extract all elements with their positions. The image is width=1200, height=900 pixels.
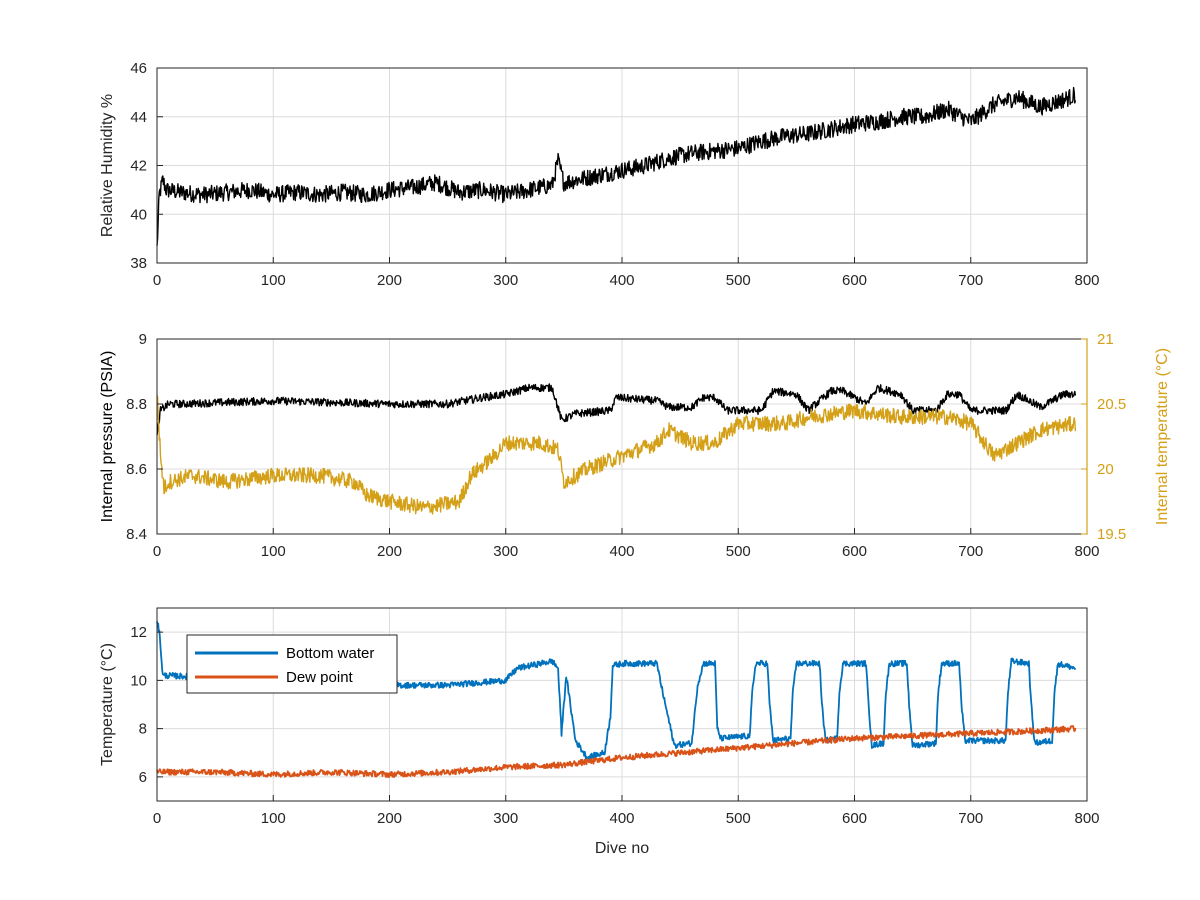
series-line-pressure	[156, 383, 1077, 436]
legend-box	[186, 634, 398, 694]
y-tick-label: 38	[130, 255, 147, 272]
y-tick-label: 42	[130, 158, 147, 175]
x-tick-labels: 0 100 200 300 400 500 600 700 800	[153, 795, 1100, 827]
x-tick-label: 200	[377, 810, 402, 827]
y2-tick-label: 20	[1097, 461, 1114, 478]
x-tick-label: 700	[958, 810, 983, 827]
y2-tick-label: 21	[1097, 331, 1114, 348]
x-tick-label: 200	[377, 543, 402, 560]
y2-tick-labels: 19.5 20 20.5 21	[1081, 331, 1126, 543]
y-axis-label: Temperature (°C)	[99, 643, 116, 766]
x-tick-label: 0	[153, 272, 161, 289]
x-tick-label: 300	[493, 810, 518, 827]
y-tick-labels: 6 8 10 12	[130, 624, 163, 786]
y-tick-label: 44	[130, 109, 147, 126]
x-tick-label: 800	[1074, 810, 1099, 827]
y-tick-label: 46	[130, 60, 147, 77]
y-tick-label: 10	[130, 672, 147, 689]
y-tick-label: 8.8	[126, 396, 147, 413]
legend-label-dew-point: Dew point	[286, 669, 354, 686]
y2-tick-label: 20.5	[1097, 396, 1126, 413]
x-tick-label: 500	[726, 543, 751, 560]
y-axis-label: Relative Humidity %	[99, 94, 116, 237]
x-tick-label: 0	[153, 810, 161, 827]
x-tick-label: 500	[726, 272, 751, 289]
x-tick-label: 800	[1074, 272, 1099, 289]
x-tick-label: 100	[261, 810, 286, 827]
x-tick-label: 400	[609, 810, 634, 827]
series-line-temperature	[156, 394, 1077, 515]
x-tick-label: 0	[153, 543, 161, 560]
series-lines	[156, 383, 1077, 515]
panel-relative-humidity: 0 100 200 300 400 500 600 700 800 38 40 42 44 46 Rel…	[99, 60, 1100, 289]
series-line-dew-point	[156, 725, 1077, 779]
x-axis-label: Dive no	[595, 840, 649, 857]
x-tick-label: 400	[609, 543, 634, 560]
x-tick-label: 300	[493, 272, 518, 289]
x-tick-label: 700	[958, 543, 983, 560]
x-tick-label: 400	[609, 272, 634, 289]
legend: Bottom water Dew point	[186, 634, 398, 694]
y-tick-label: 8.6	[126, 461, 147, 478]
y-tick-label: 8.4	[126, 526, 147, 543]
y-tick-label: 9	[139, 331, 147, 348]
legend-label-bottom-water: Bottom water	[286, 645, 374, 662]
x-tick-label: 100	[261, 543, 286, 560]
x-tick-label: 600	[842, 272, 867, 289]
y2-tick-label: 19.5	[1097, 526, 1126, 543]
y-tick-label: 12	[130, 624, 147, 641]
panel-temperature: 0 100 200 300 400 500 600 700 800 6 8 10 12 Tempera…	[99, 607, 1100, 857]
x-tick-label: 100	[261, 272, 286, 289]
y-tick-label: 6	[139, 769, 147, 786]
y2-axis-label: Internal temperature (°C)	[1154, 348, 1171, 525]
y-tick-label: 8	[139, 721, 147, 738]
x-tick-label: 700	[958, 272, 983, 289]
x-tick-labels: 0 100 200 300 400 500 600 700 800	[153, 257, 1100, 289]
y-tick-label: 40	[130, 206, 147, 223]
series-line-s0	[156, 86, 1077, 246]
y-axis-label: Internal pressure (PSIA)	[99, 351, 116, 523]
panel-internal-pressure-temperature: 0 100 200 300 400 500 600 700 800 8.4 8.6 8.8 9 19.…	[99, 331, 1171, 560]
x-tick-label: 800	[1074, 543, 1099, 560]
y-tick-labels: 38 40 42 44 46	[130, 60, 163, 272]
x-tick-label: 200	[377, 272, 402, 289]
series-lines	[156, 86, 1077, 246]
x-tick-label: 300	[493, 543, 518, 560]
x-tick-label: 600	[842, 810, 867, 827]
grid-lines	[156, 338, 1088, 535]
x-tick-label: 600	[842, 543, 867, 560]
x-tick-label: 500	[726, 810, 751, 827]
x-tick-labels: 0 100 200 300 400 500 600 700 800	[153, 528, 1100, 560]
y-tick-labels: 8.4 8.6 8.8 9	[126, 331, 163, 543]
